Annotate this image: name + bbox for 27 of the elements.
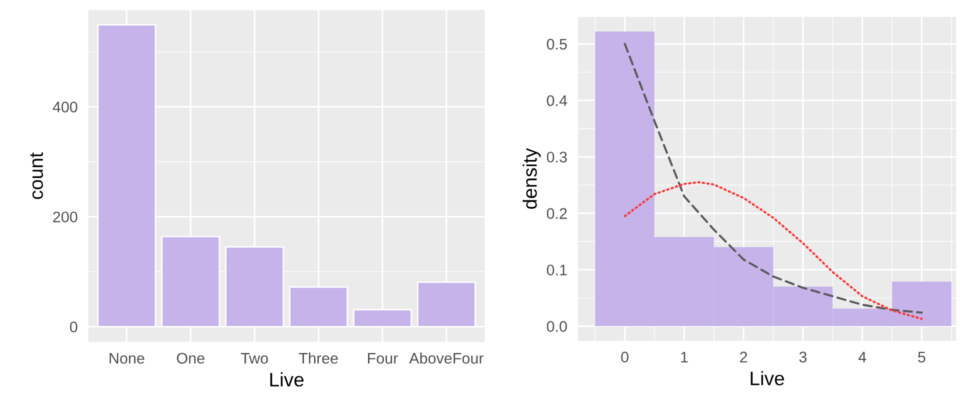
y-tick-label: 0.4: [546, 95, 568, 106]
line-series: [624, 42, 923, 314]
y-tick-label: 0.5: [546, 38, 567, 50]
x-tick-label: Four: [368, 353, 398, 364]
x-tick-label: 5: [918, 352, 926, 362]
y-tick-label: 0: [70, 322, 78, 332]
y-axis-title: density: [522, 148, 541, 209]
x-tick-label: 4: [858, 352, 866, 362]
y-tick-label: 200: [53, 212, 78, 222]
x-axis-title: Live: [270, 372, 304, 387]
y-axis-title: count: [30, 152, 44, 199]
y-tick-label: 0.2: [546, 208, 567, 219]
x-tick-label: Two: [240, 353, 268, 364]
y-tick-label: 400: [52, 102, 78, 112]
x-tick-label: Three: [298, 352, 338, 364]
y-tick-label: 0.1: [546, 264, 567, 276]
x-tick-label: None: [110, 353, 144, 364]
x-tick-label: One: [176, 352, 204, 364]
x-tick-label: 2: [740, 352, 748, 362]
x-tick-label: 1: [681, 352, 688, 362]
x-tick-label: 0: [621, 352, 628, 362]
x-tick-label: AboveFour: [409, 352, 484, 364]
line-series: [624, 181, 923, 320]
x-axis-title: Live: [750, 371, 784, 386]
y-tick-label: 0.3: [546, 152, 567, 163]
y-tick-label: 0.0: [546, 321, 567, 332]
x-tick-label: 3: [799, 352, 807, 362]
